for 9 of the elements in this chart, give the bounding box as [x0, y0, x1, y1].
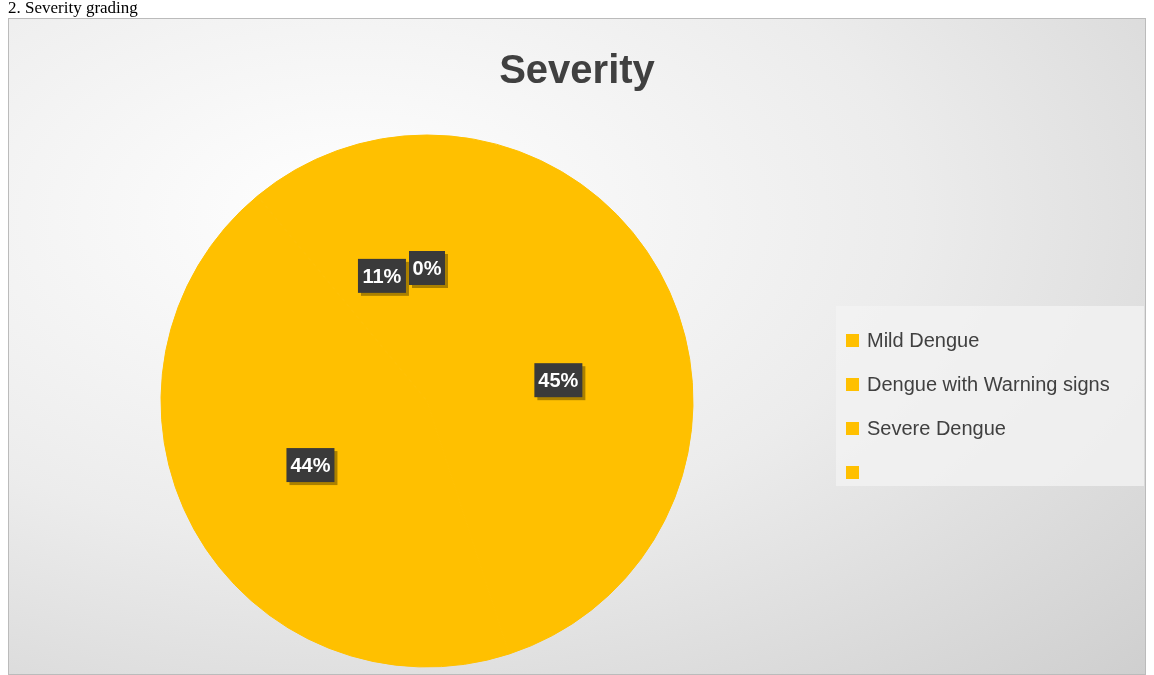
- text: 0%: [412, 257, 442, 279]
- legend-label: Mild Dengue: [866, 327, 981, 353]
- legend-label: Dengue with Warning signs: [866, 371, 1111, 397]
- text: 2. Severity grading: [8, 0, 138, 18]
- data-label: 45%: [538, 369, 579, 392]
- data-label: 11%: [362, 264, 402, 287]
- chart-title: Severity: [498, 47, 656, 92]
- data-label: 44%: [290, 454, 331, 477]
- legend-label: Severe Dengue: [866, 415, 1007, 441]
